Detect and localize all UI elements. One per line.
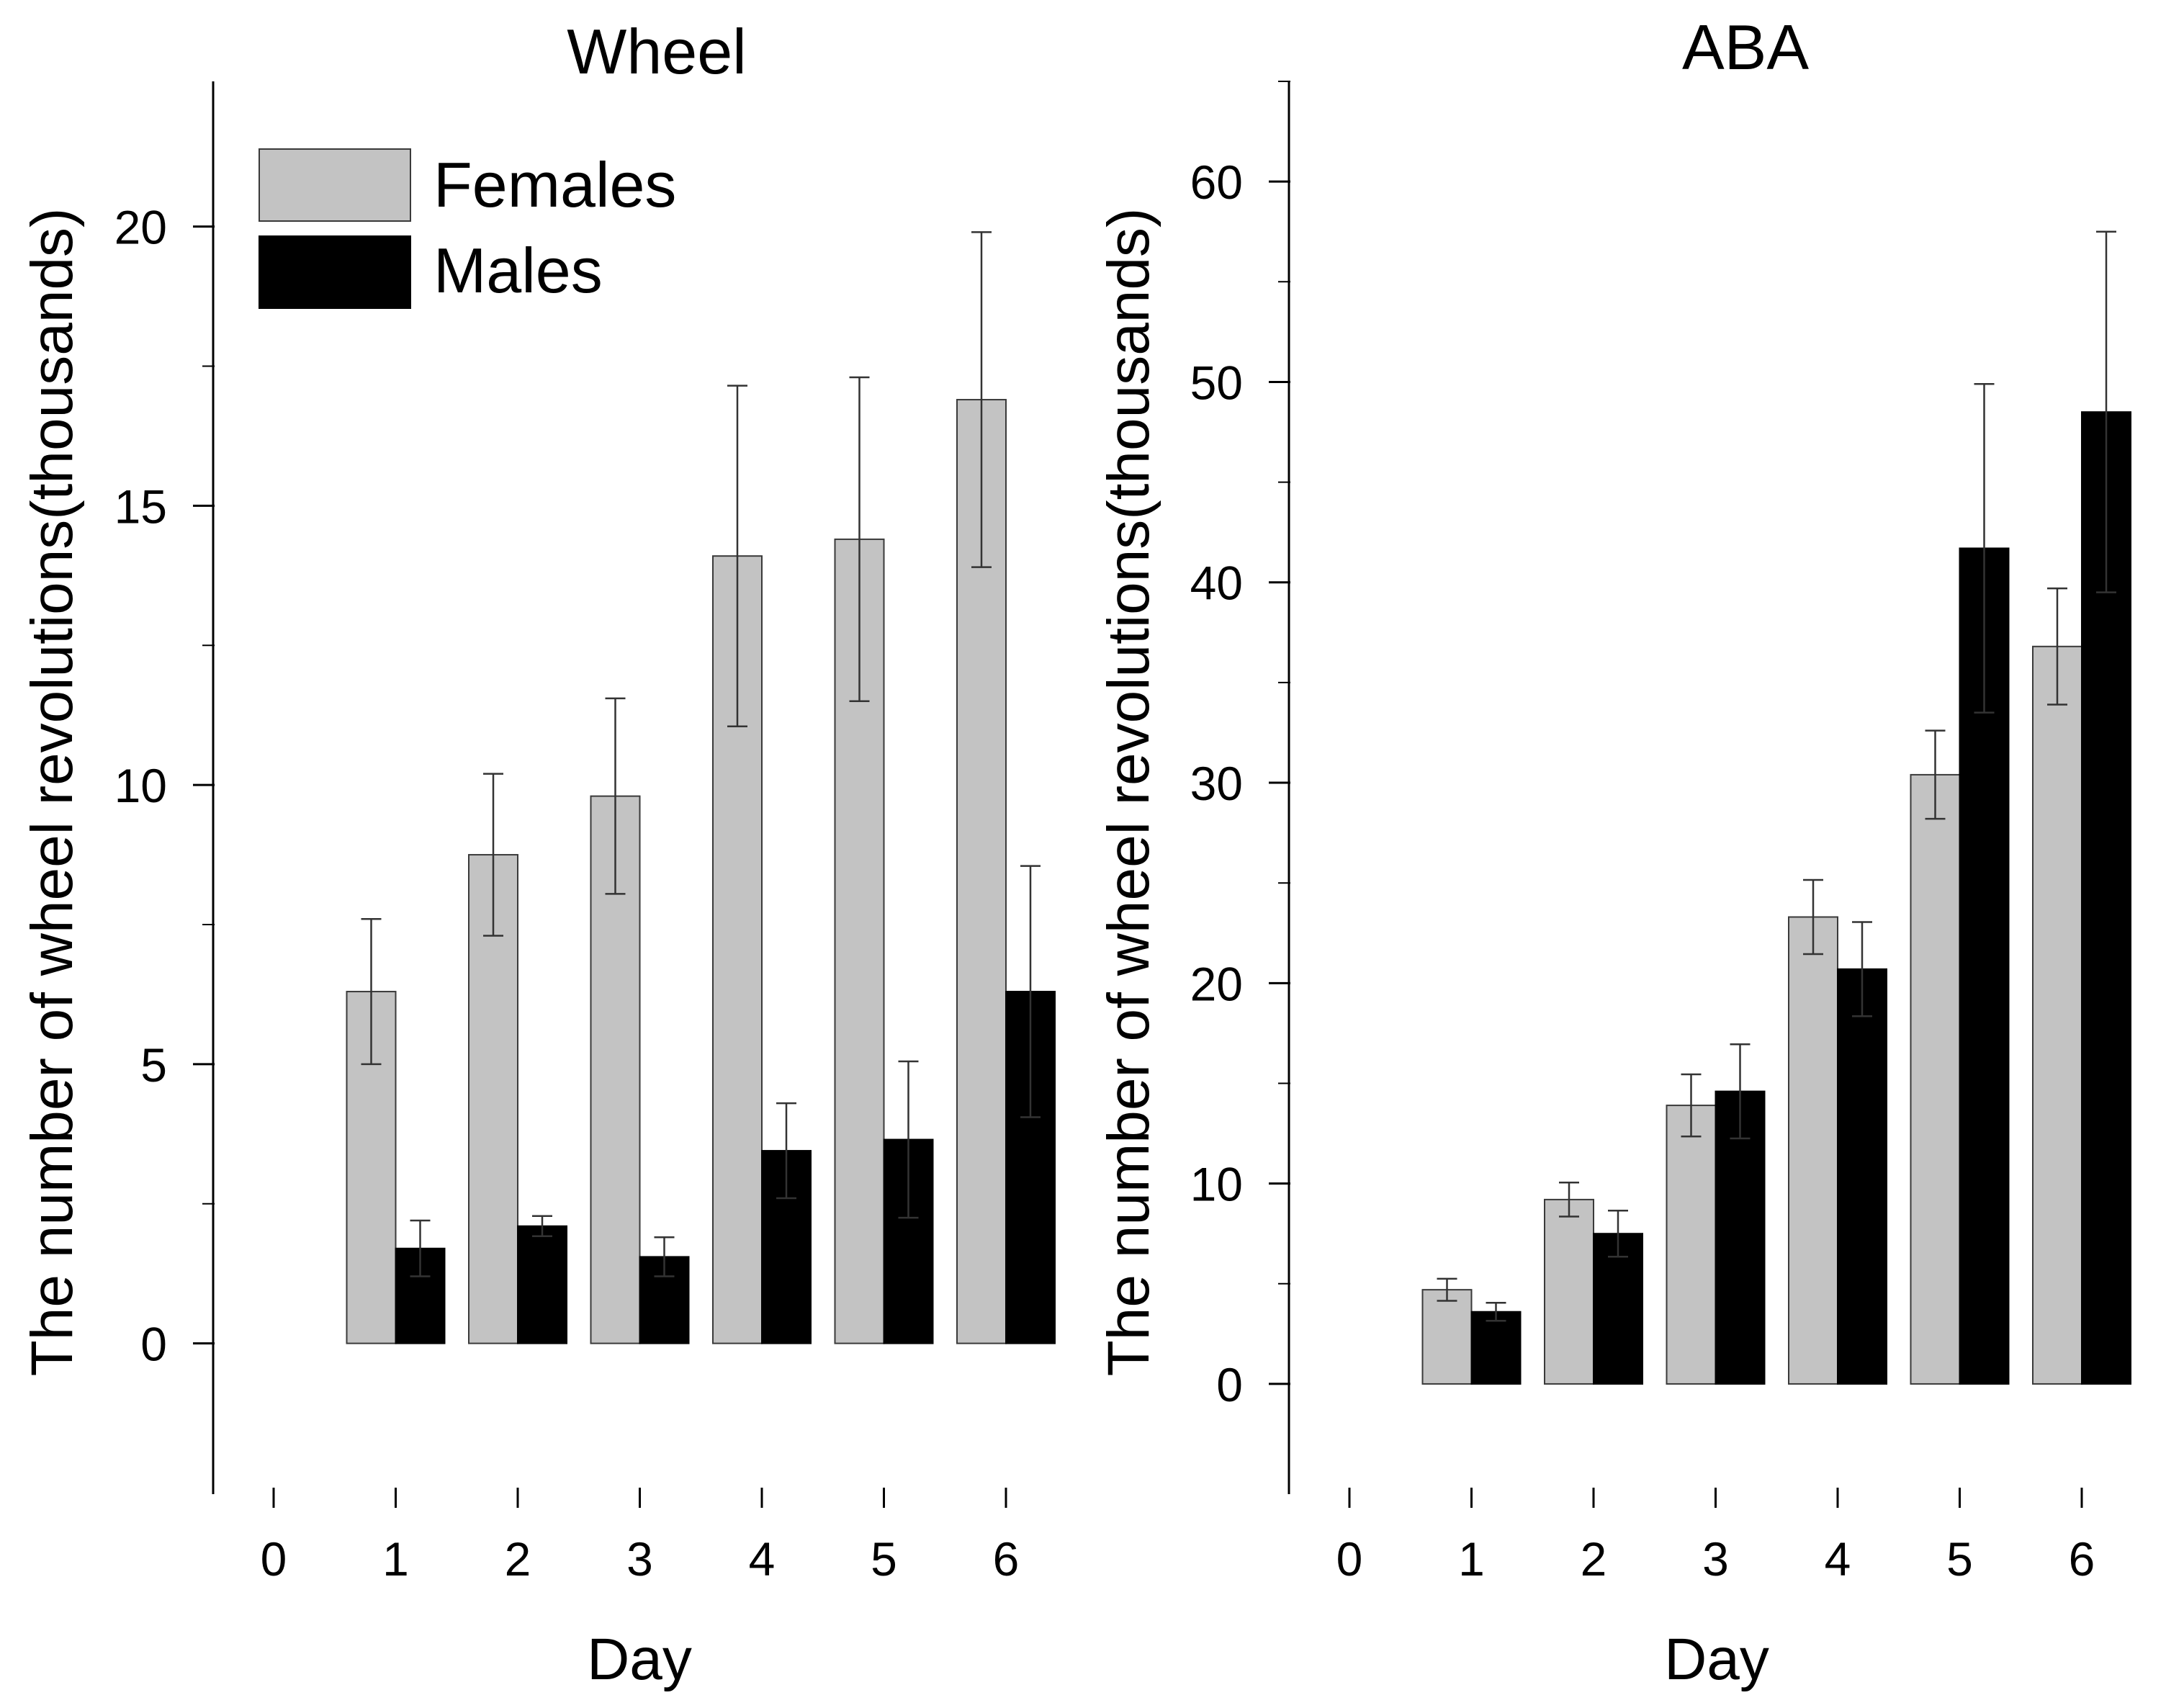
x-tick-label: 0: [261, 1532, 287, 1586]
error-bar: [849, 376, 870, 703]
error-bar: [605, 697, 626, 895]
x-tick-label: 5: [1946, 1532, 1973, 1586]
error-bar: [971, 231, 992, 568]
bar-females: [2032, 645, 2082, 1385]
bar-males: [1715, 1090, 1766, 1385]
bar-males: [1837, 968, 1887, 1385]
x-tick-label: 6: [993, 1532, 1020, 1586]
y-tick-label: 20: [1190, 957, 1243, 1010]
y-tick-label: 30: [1190, 757, 1243, 810]
legend-label-females: Females: [433, 149, 676, 220]
legend-swatch-males: [259, 235, 411, 309]
y-tick-label: 0: [1216, 1358, 1243, 1411]
y-tick-label: 10: [1190, 1158, 1243, 1211]
error-bar: [776, 1102, 796, 1200]
x-tick-label: 1: [1458, 1532, 1485, 1586]
x-tick-label: 4: [1825, 1532, 1851, 1586]
error-bar: [727, 385, 747, 727]
legend: Females Males: [259, 148, 676, 309]
error-bar: [361, 917, 382, 1066]
x-tick-label: 0: [1336, 1532, 1363, 1586]
chart-title: ABA: [1682, 12, 1809, 83]
bar-females: [1544, 1198, 1594, 1385]
x-tick-label: 4: [749, 1532, 776, 1586]
x-tick-label: 2: [1581, 1532, 1607, 1586]
x-tick-label: 5: [871, 1532, 897, 1586]
x-axis-label: Day: [587, 1627, 692, 1692]
legend-label-males: Males: [433, 235, 603, 306]
bar-females: [1421, 1289, 1473, 1385]
x-tick-label: 6: [2069, 1532, 2095, 1586]
bar-females: [1666, 1105, 1717, 1385]
error-bar: [2047, 587, 2067, 706]
error-bar: [1803, 878, 1823, 956]
chart-title: Wheel: [567, 16, 746, 87]
wheel-chart: Wheel The number of wheel revolutions(tho…: [19, 16, 1056, 1692]
x-tick-label: 1: [382, 1532, 409, 1586]
legend-swatch-females: [259, 148, 411, 222]
bar-males: [517, 1225, 567, 1344]
error-bar: [1486, 1301, 1506, 1322]
y-axis-label: The number of wheel revolutions(thousand…: [1096, 208, 1161, 1377]
y-tick-label: 0: [140, 1318, 167, 1371]
error-bar: [1020, 865, 1041, 1118]
y-tick-label: 10: [114, 759, 167, 812]
x-tick-label: 3: [1702, 1532, 1729, 1586]
error-bar: [1559, 1181, 1579, 1218]
bar-females: [1910, 773, 1961, 1385]
y-tick-label: 20: [114, 201, 167, 254]
error-bar: [532, 1215, 552, 1237]
error-bar: [1974, 382, 1995, 714]
error-bar: [410, 1219, 431, 1277]
y-axis-label: The number of wheel revolutions(thousand…: [19, 208, 85, 1377]
y-tick-label: 60: [1190, 156, 1243, 209]
error-bar: [483, 773, 503, 937]
x-tick-label: 3: [626, 1532, 653, 1586]
y-tick-label: 5: [140, 1038, 167, 1092]
error-bar: [1437, 1277, 1457, 1302]
error-bar: [898, 1060, 919, 1219]
error-bar: [2096, 230, 2116, 593]
error-bar: [1608, 1209, 1628, 1258]
error-bar: [1681, 1073, 1702, 1138]
error-bar: [1925, 729, 1946, 820]
y-tick-label: 15: [114, 480, 167, 533]
bar-males: [1593, 1233, 1643, 1385]
x-tick-label: 2: [505, 1532, 531, 1586]
y-tick-label: 40: [1190, 557, 1243, 610]
error-bar: [654, 1236, 675, 1277]
bar-males: [1470, 1311, 1522, 1385]
bar-females: [1788, 916, 1838, 1385]
aba-chart: ABA The number of wheel revolutions(thous…: [1096, 12, 2131, 1692]
y-tick-label: 50: [1190, 356, 1243, 409]
error-bar: [1730, 1043, 1751, 1140]
x-axis-label: Day: [1664, 1627, 1769, 1692]
error-bar: [1852, 921, 1872, 1017]
